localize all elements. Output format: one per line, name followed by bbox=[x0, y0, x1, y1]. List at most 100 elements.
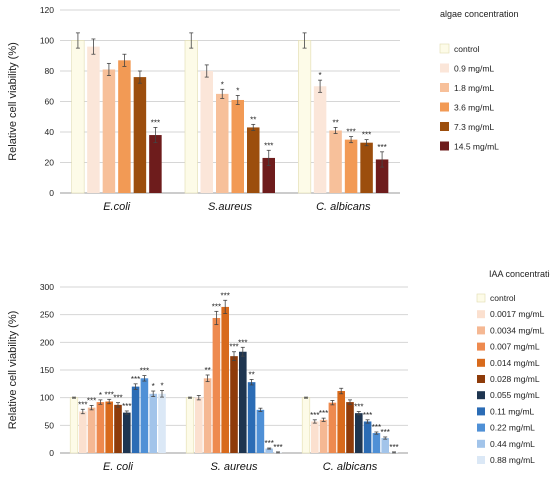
legend-swatch bbox=[477, 358, 485, 367]
bar bbox=[149, 393, 157, 453]
bar bbox=[344, 139, 358, 193]
bar bbox=[216, 93, 229, 193]
bar bbox=[87, 46, 100, 193]
significance-label: *** bbox=[381, 428, 390, 437]
legend-swatch bbox=[439, 43, 450, 54]
bar bbox=[79, 411, 87, 453]
y-tick-label: 0 bbox=[49, 448, 54, 458]
significance-label: *** bbox=[221, 291, 230, 300]
legend-label: 0.0034 mg/mL bbox=[490, 325, 545, 335]
legend-swatch bbox=[477, 407, 485, 416]
legend-swatch bbox=[477, 456, 485, 464]
bar bbox=[105, 401, 113, 453]
legend-label: 1.8 mg/mL bbox=[454, 83, 494, 93]
y-tick-label: 100 bbox=[40, 393, 54, 403]
bar bbox=[239, 351, 247, 453]
bar bbox=[149, 135, 162, 193]
significance-label: *** bbox=[264, 141, 273, 150]
significance-label: * bbox=[99, 391, 102, 400]
y-tick-label: 0 bbox=[49, 188, 54, 198]
bar bbox=[262, 157, 275, 193]
bar bbox=[131, 386, 140, 453]
significance-label: *** bbox=[122, 402, 131, 411]
bar bbox=[102, 69, 116, 193]
bar bbox=[212, 317, 221, 453]
x-category-label: C. albicans bbox=[316, 201, 371, 213]
legend-swatch bbox=[477, 310, 485, 319]
bar bbox=[298, 40, 312, 194]
bar bbox=[200, 71, 213, 193]
y-tick-label: 200 bbox=[40, 337, 54, 347]
significance-label: * bbox=[152, 382, 155, 391]
legend-swatch bbox=[477, 326, 485, 335]
bar bbox=[133, 77, 147, 193]
bar bbox=[96, 402, 105, 453]
significance-label: * bbox=[319, 71, 322, 80]
bar bbox=[313, 86, 327, 193]
significance-label: *** bbox=[273, 443, 282, 452]
legend-label: 0.028 mg/mL bbox=[490, 374, 540, 384]
x-category-label: S. aureus bbox=[210, 461, 258, 473]
y-tick-label: 60 bbox=[45, 97, 55, 107]
bar bbox=[71, 40, 85, 194]
significance-label: * bbox=[236, 86, 239, 95]
legend-label: 0.44 mg/mL bbox=[490, 439, 535, 449]
legend-swatch bbox=[477, 342, 485, 351]
bar bbox=[195, 397, 203, 453]
bar bbox=[203, 378, 212, 453]
x-category-label: S.aureus bbox=[208, 201, 253, 213]
legend-label: 7.3 mg/mL bbox=[454, 122, 494, 132]
bar bbox=[319, 419, 328, 453]
bar bbox=[221, 306, 229, 453]
legend-label: 0.055 mg/mL bbox=[490, 390, 540, 400]
legend-label: 0.11 mg/mL bbox=[490, 406, 535, 416]
legend-label: control bbox=[454, 44, 480, 54]
y-axis-label: Relative cell viability (%) bbox=[7, 42, 19, 161]
y-tick-label: 300 bbox=[40, 282, 54, 292]
significance-label: *** bbox=[319, 409, 328, 418]
bar bbox=[247, 382, 256, 453]
bar bbox=[375, 159, 389, 193]
bar bbox=[231, 99, 244, 193]
significance-label: ** bbox=[332, 118, 338, 127]
bar bbox=[69, 397, 79, 454]
y-tick-label: 80 bbox=[45, 66, 55, 76]
significance-label: *** bbox=[362, 131, 371, 140]
significance-label: *** bbox=[346, 128, 355, 137]
significance-label: *** bbox=[354, 403, 363, 412]
bar bbox=[140, 378, 149, 453]
legend-swatch bbox=[440, 122, 449, 131]
x-category-label: E. coli bbox=[103, 461, 134, 473]
significance-label: *** bbox=[372, 423, 381, 432]
bar bbox=[118, 60, 131, 194]
bar bbox=[346, 402, 354, 453]
bar bbox=[363, 421, 372, 453]
bar bbox=[328, 402, 337, 453]
legend-label: 0.9 mg/mL bbox=[454, 64, 494, 74]
significance-label: ** bbox=[248, 370, 254, 379]
legend-label: control bbox=[490, 293, 516, 303]
legend-label: 14.5 mg/mL bbox=[454, 142, 499, 152]
significance-label: *** bbox=[105, 390, 114, 399]
bar bbox=[123, 412, 131, 453]
legend-label: 0.0017 mg/mL bbox=[490, 309, 545, 319]
significance-label: *** bbox=[131, 375, 140, 384]
bar bbox=[230, 356, 238, 453]
chart-panel-2: 0 50 100 150 200 250 300 Relative cell viabilit… bbox=[7, 269, 550, 473]
significance-label: *** bbox=[140, 367, 149, 376]
bar bbox=[184, 40, 198, 194]
significance-label: * bbox=[221, 80, 224, 89]
bar bbox=[256, 409, 265, 453]
bar bbox=[372, 433, 381, 453]
significance-label: *** bbox=[363, 411, 372, 420]
x-category-label: E.coli bbox=[103, 201, 130, 213]
significance-label: *** bbox=[113, 394, 122, 403]
significance-label: ** bbox=[204, 366, 210, 375]
bar bbox=[360, 142, 373, 193]
significance-label: *** bbox=[238, 338, 247, 347]
legend-swatch bbox=[440, 83, 449, 92]
significance-label: *** bbox=[377, 143, 386, 152]
bar bbox=[114, 404, 122, 453]
bar bbox=[355, 413, 363, 453]
significance-label: *** bbox=[310, 411, 319, 420]
